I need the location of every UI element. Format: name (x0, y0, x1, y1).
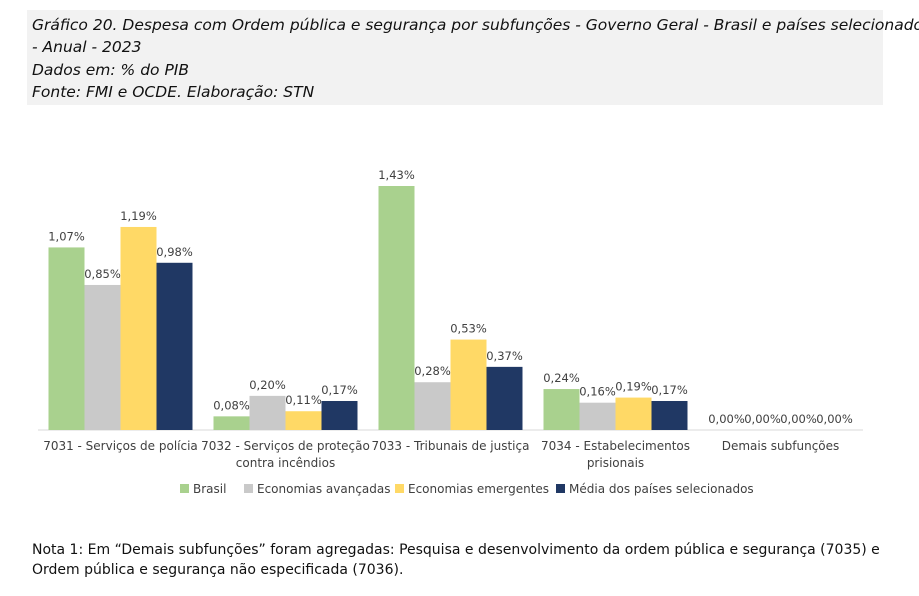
bar-2-2 (249, 395, 286, 430)
bar-1-3 (378, 186, 415, 430)
chart-units: Dados em: % do PIB (32, 61, 189, 79)
data-label: 0,20% (249, 378, 286, 392)
bar-1-1 (48, 247, 85, 430)
legend-label: Economias emergentes (408, 482, 549, 496)
bar-2-1 (84, 284, 121, 430)
bar-3-4 (615, 397, 652, 430)
category-label: Demais subfunções (722, 439, 840, 453)
data-label: 0,16% (579, 385, 616, 399)
data-label: 0,00% (816, 412, 853, 426)
legend-label: Média dos países selecionados (569, 482, 754, 496)
data-label: 0,24% (543, 371, 580, 385)
data-label: 0,11% (285, 393, 322, 407)
category-label: 7034 - Estabelecimentos (541, 439, 690, 453)
data-label: 0,85% (84, 267, 121, 281)
data-label: 0,17% (321, 383, 358, 397)
bar-4-1 (156, 262, 193, 430)
bar-3-3 (450, 339, 487, 430)
chart-source: Fonte: FMI e OCDE. Elaboração: STN (32, 83, 315, 101)
bar-2-4 (579, 402, 616, 430)
category-label: 7033 - Tribunais de justiça (372, 439, 530, 453)
data-label: 0,00% (744, 412, 781, 426)
bar-3-2 (285, 411, 322, 430)
data-label: 0,28% (414, 364, 451, 378)
chart-header: Gráfico 20. Despesa com Ordem pública e … (27, 10, 919, 105)
data-label: 0,19% (615, 380, 652, 394)
chart-note: Nota 1: Em “Demais subfunções” foram agr… (32, 542, 880, 578)
legend-label: Economias avançadas (257, 482, 391, 496)
legend-swatch (556, 484, 565, 493)
category-label: contra incêndios (236, 456, 335, 470)
data-label: 0,00% (780, 412, 817, 426)
data-label: 0,08% (213, 398, 250, 412)
legend-swatch (244, 484, 253, 493)
chart-title-line-2: - Anual - 2023 (32, 38, 142, 56)
category-label: prisionais (587, 456, 644, 470)
bar-4-2 (321, 400, 358, 430)
data-label: 1,07% (48, 229, 85, 243)
category-label: 7031 - Serviços de polícia (43, 439, 198, 453)
data-label: 0,98% (156, 245, 193, 259)
bar-1-2 (213, 416, 250, 430)
legend-label: Brasil (193, 482, 226, 496)
chart-title-line-1: Gráfico 20. Despesa com Ordem pública e … (32, 16, 919, 34)
data-label: 0,17% (651, 383, 688, 397)
legend-swatch (395, 484, 404, 493)
bar-1-4 (543, 389, 580, 430)
category-label: 7032 - Serviços de proteção (201, 439, 370, 453)
bar-4-4 (651, 400, 688, 430)
bar-4-3 (486, 366, 523, 430)
data-label: 1,43% (378, 168, 415, 182)
bar-chart: 1,07% 0,85% 1,19% 0,98% 7031 - Serviços de p… (38, 168, 863, 496)
bar-3-1 (120, 226, 157, 430)
data-label: 1,19% (120, 209, 157, 223)
legend-swatch (180, 484, 189, 493)
bar-2-3 (414, 382, 451, 430)
data-label: 0,53% (450, 322, 487, 336)
data-label: 0,00% (708, 412, 745, 426)
data-label: 0,37% (486, 349, 523, 363)
